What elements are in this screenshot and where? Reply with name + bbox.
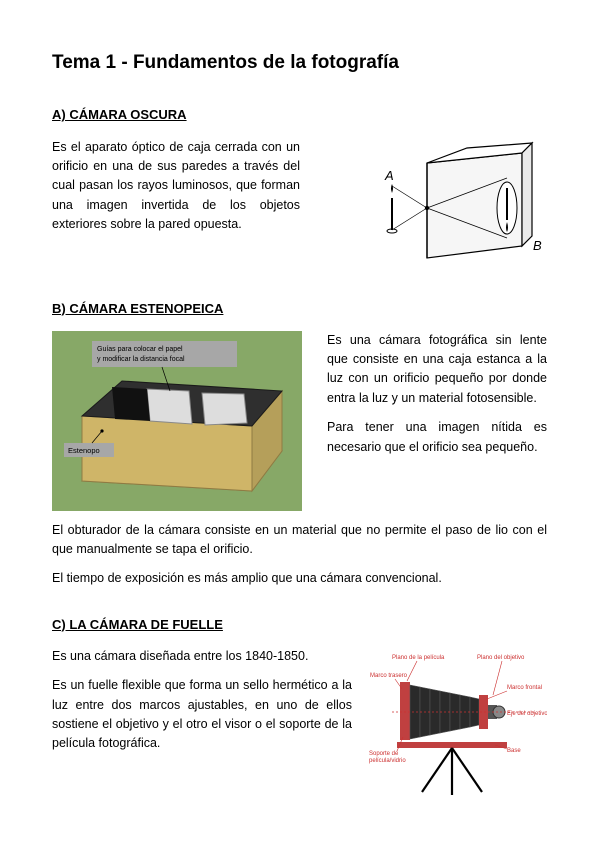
callout-guias-line2: y modificar la distancia focal: [97, 356, 185, 363]
p-b3: El obturador de la cámara consiste en un…: [52, 521, 547, 560]
figure-camara-oscura: A B: [367, 138, 547, 273]
p-b4: El tiempo de exposición es más amplio qu…: [52, 569, 547, 588]
label-plano-objetivo: Plano del objetivo: [477, 655, 525, 661]
label-plano-pelicula: Plano de la película: [392, 655, 445, 661]
section-camara-oscura: A) CÁMARA OSCURA Es el aparato óptico de…: [52, 105, 547, 272]
page-title: Tema 1 - Fundamentos de la fotografía: [52, 48, 547, 77]
label-eje: Eje del objetivo: [507, 711, 547, 717]
heading-c: C) LA CÁMARA DE FUELLE: [52, 615, 547, 635]
label-marco-trasero: Marco trasero: [370, 673, 408, 679]
label-soporte-1: Soporte de: [369, 751, 399, 757]
label-a: A: [384, 168, 394, 183]
p-c1: Es una cámara diseñada entre los 1840-18…: [52, 647, 352, 666]
section-camara-fuelle: C) LA CÁMARA DE FUELLE Es una cámara dis…: [52, 615, 547, 797]
text-a: Es el aparato óptico de caja cerrada con…: [52, 138, 300, 235]
p-b1: Es una cámara fotográfica sin lente que …: [327, 331, 547, 409]
text-c: Es una cámara diseñada entre los 1840-18…: [52, 647, 352, 764]
callout-estenopo: Estenopo: [68, 446, 100, 455]
p-b2: Para tener una imagen nítida es necesari…: [327, 418, 547, 457]
label-b: B: [533, 238, 542, 253]
callout-guias-line1: Guías para colocar el papel: [97, 346, 183, 353]
label-base: Base: [507, 748, 521, 754]
section-camara-estenopeica: B) CÁMARA ESTENOPEICA Guías para colocar…: [52, 299, 547, 589]
text-b-side: Es una cámara fotográfica sin lente que …: [327, 331, 547, 467]
heading-b: B) CÁMARA ESTENOPEICA: [52, 299, 547, 319]
heading-a: A) CÁMARA OSCURA: [52, 105, 547, 125]
figure-camara-fuelle: Plano de la película Plano del objetivo …: [367, 647, 547, 797]
p-c2: Es un fuelle flexible que forma un sello…: [52, 676, 352, 754]
label-marco-frontal: Marco frontal: [507, 685, 542, 691]
label-soporte-2: película/vidrio: [369, 758, 406, 764]
figure-camara-estenopeica: Guías para colocar el papel y modificar …: [52, 331, 302, 511]
